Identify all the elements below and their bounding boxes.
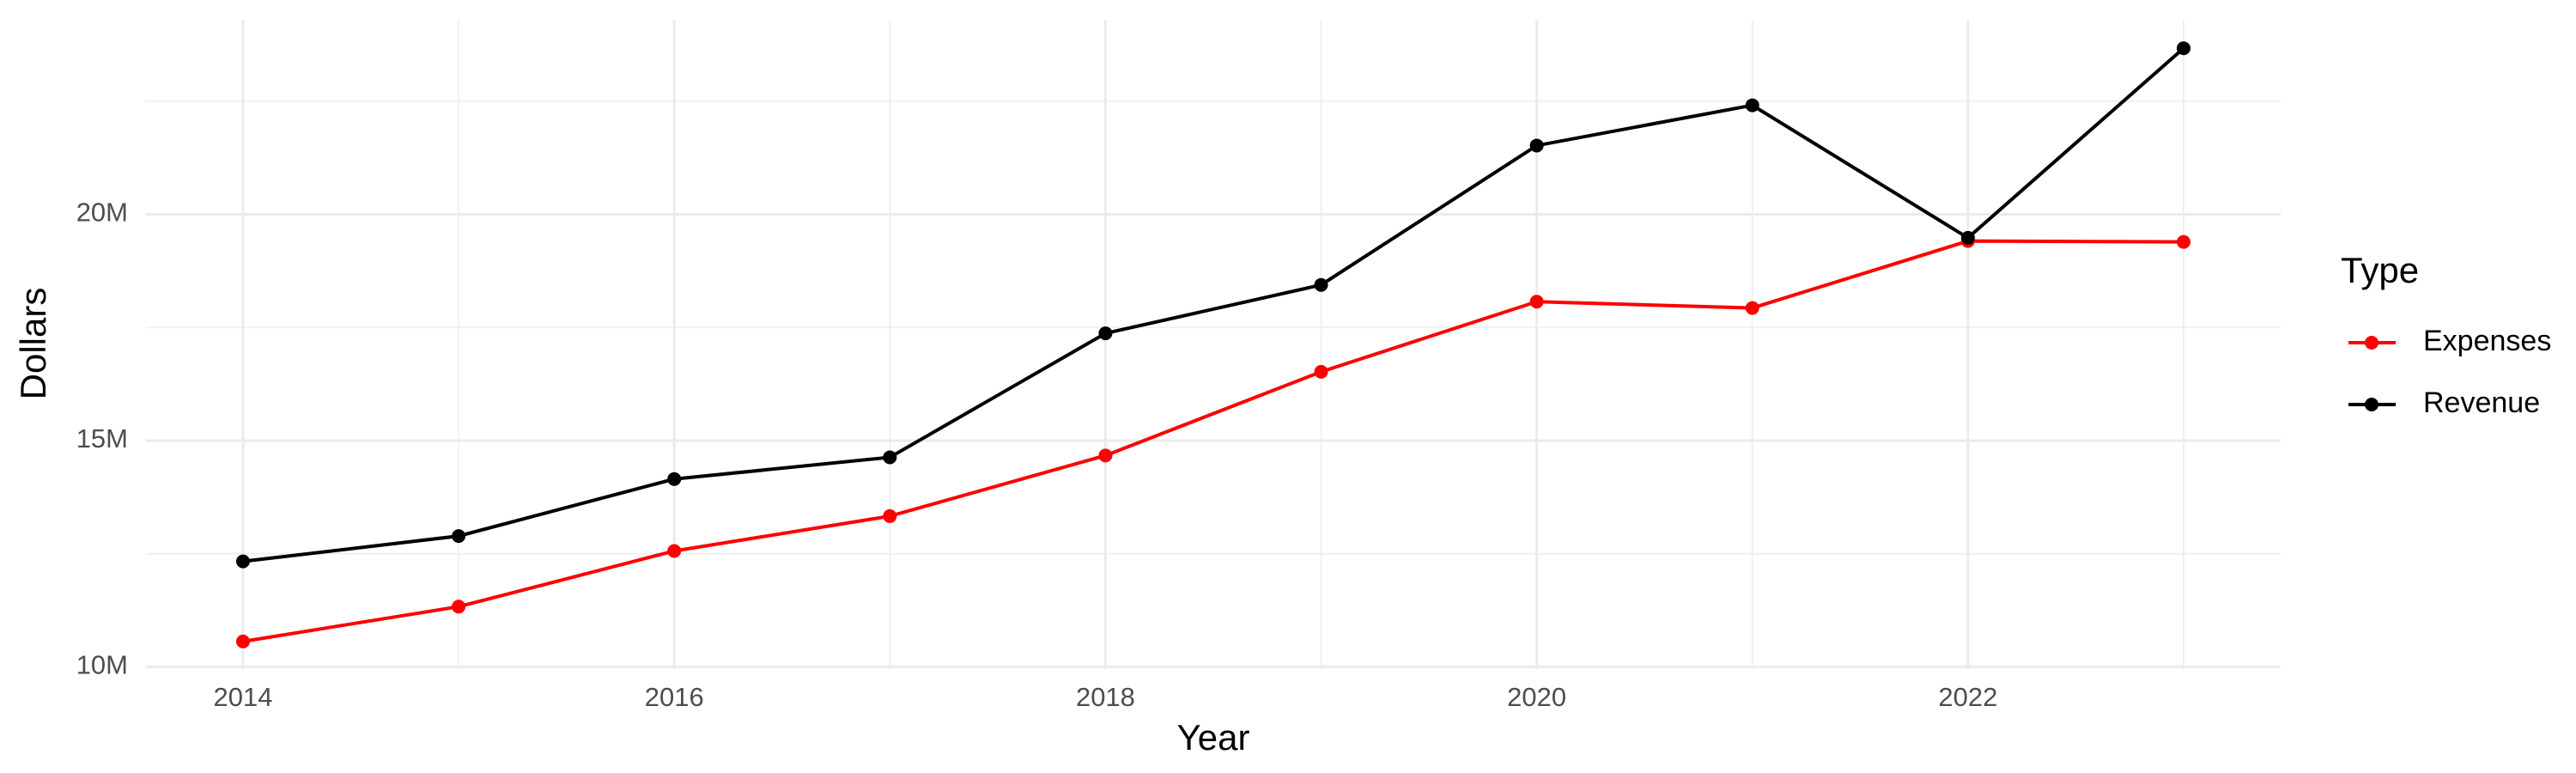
x-tick-label: 2020 [1507,682,1566,712]
data-point [1745,98,1759,113]
legend-key-point [2365,336,2379,350]
series-line [242,239,2184,643]
x-tick-label: 2014 [214,682,273,712]
data-point [883,450,897,465]
data-point [2177,234,2190,249]
y-tick-label: 10M [76,650,128,680]
series-line [242,46,2185,563]
legend-label: Revenue [2423,386,2540,419]
y-axis-title: Dollars [13,288,53,400]
x-tick-label: 2022 [1938,682,1997,712]
data-point [452,600,466,614]
data-point [667,472,682,486]
data-point [1529,138,1544,153]
data-point [452,529,466,544]
grid [146,20,2281,669]
data-point [236,554,250,569]
legend-label: Expenses [2423,325,2551,357]
data-point [883,508,897,523]
x-tick-label: 2018 [1076,682,1135,712]
data-point [1314,364,1328,379]
data-point [236,634,250,648]
data-point [1314,277,1328,292]
data-point [667,544,682,558]
data-point [1098,326,1113,341]
y-tick-label: 20M [76,198,128,228]
legend-title: Type [2341,250,2419,290]
x-tick-label: 2016 [645,682,704,712]
plot-area [236,41,2190,648]
x-axis-title: Year [1177,717,1250,758]
data-point [1529,295,1544,309]
legend-key-point [2365,398,2379,411]
data-point [1960,230,1975,245]
y-tick-label: 15M [76,423,128,453]
data-point [1098,448,1113,463]
data-point [1745,301,1759,315]
data-point [2177,41,2190,56]
